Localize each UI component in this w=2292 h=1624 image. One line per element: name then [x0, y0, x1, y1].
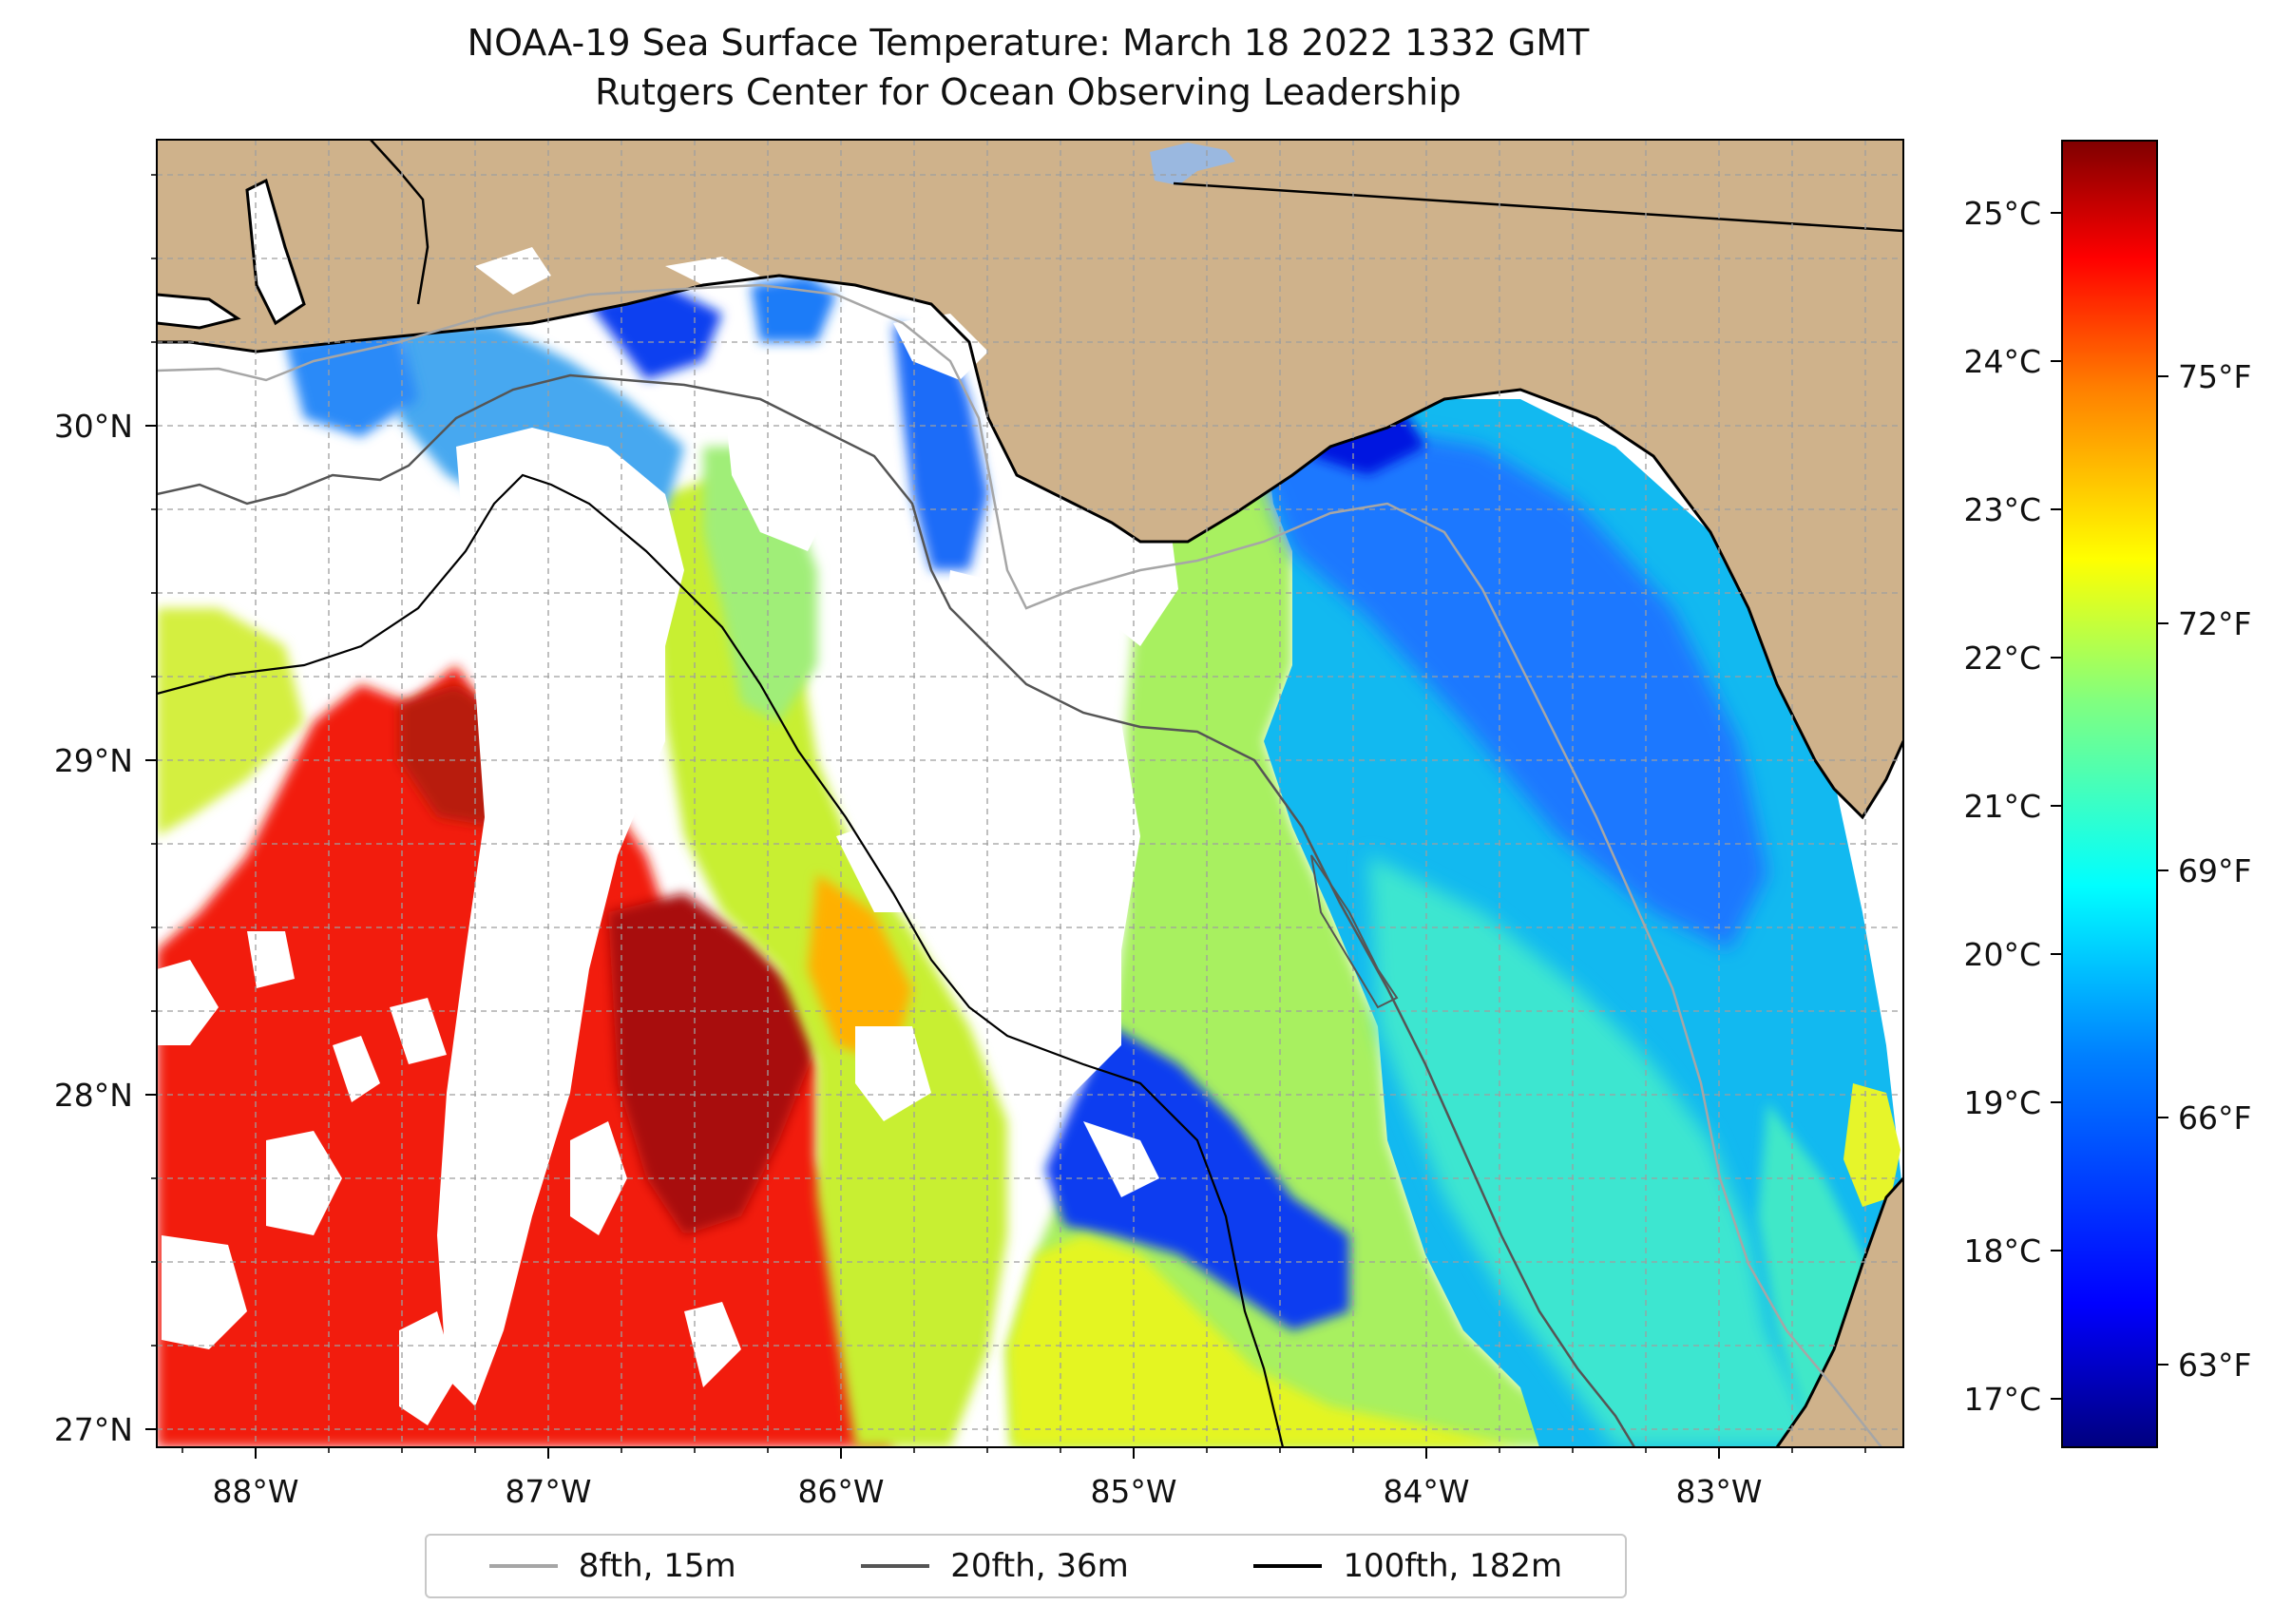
lat-label-28n: 28°N — [54, 1077, 133, 1114]
legend-swatch-20fth — [861, 1564, 930, 1568]
chart-subtitle: Rutgers Center for Ocean Observing Leade… — [595, 71, 1461, 113]
colorbar-label-72f: 72°F — [2178, 605, 2251, 642]
legend-swatch-8fth — [488, 1564, 558, 1568]
map-frame — [156, 139, 1904, 1448]
coastal-lagoon — [157, 295, 238, 328]
colorbar — [2061, 140, 2158, 1448]
missing-data-patches — [157, 361, 1178, 1425]
legend-label-100fth: 100fth, 182m — [1343, 1547, 1563, 1585]
legend-swatch-100fth — [1253, 1564, 1323, 1568]
lat-label-27n: 27°N — [54, 1411, 133, 1448]
colorbar-label-66f: 66°F — [2178, 1099, 2251, 1137]
lat-label-30n: 30°N — [54, 408, 133, 445]
colorbar-label-63f: 63°F — [2178, 1347, 2251, 1384]
colorbar-label-20c: 20°C — [1963, 936, 2041, 973]
colorbar-label-75f: 75°F — [2178, 358, 2251, 395]
lat-tick-marks — [145, 425, 157, 1430]
lat-label-29n: 29°N — [54, 742, 133, 779]
colorbar-celsius-ticks — [2051, 212, 2062, 1400]
legend-label-20fth: 20fth, 36m — [950, 1547, 1129, 1585]
lon-label-87w: 87°W — [505, 1473, 591, 1510]
colorbar-label-25c: 25°C — [1963, 195, 2041, 232]
contour-20fth-shoal — [1310, 854, 1399, 1009]
legend-item-100fth: 100fth, 182m — [1253, 1547, 1562, 1585]
map-gridlines — [157, 140, 1903, 1447]
lon-tick-marks — [255, 1447, 1720, 1459]
colorbar-label-24c: 24°C — [1963, 343, 2041, 380]
contour-20fth-36m — [157, 373, 1636, 1447]
mobile-bay — [247, 181, 304, 323]
chart-title: NOAA-19 Sea Surface Temperature: March 1… — [467, 22, 1590, 64]
colorbar-label-22c: 22°C — [1963, 640, 2041, 677]
colorbar-label-17c: 17°C — [1963, 1381, 2041, 1418]
bay-pensacola — [475, 247, 551, 295]
lon-label-85w: 85°W — [1090, 1473, 1176, 1510]
land-mass-southeast — [1777, 1178, 1903, 1447]
lon-label-86w: 86°W — [797, 1473, 884, 1510]
colorbar-label-21c: 21°C — [1963, 788, 2041, 825]
contour-legend: 8fth, 15m 20fth, 36m 100fth, 182m — [425, 1534, 1627, 1598]
colorbar-label-69f: 69°F — [2178, 852, 2251, 889]
bay-st-andrews — [893, 314, 988, 380]
contour-100fth-182m — [157, 473, 1285, 1447]
legend-item-20fth: 20fth, 36m — [861, 1547, 1129, 1585]
colorbar-fahrenheit-ticks — [2157, 375, 2168, 1366]
colorbar-label-19c: 19°C — [1963, 1084, 2041, 1121]
coastline-southeast — [1775, 1176, 1903, 1447]
legend-item-8fth: 8fth, 15m — [488, 1547, 736, 1585]
lon-minor-tick-marks — [181, 1447, 1866, 1453]
land-mass — [157, 140, 1903, 817]
colorbar-label-23c: 23°C — [1963, 491, 2041, 528]
lon-label-83w: 83°W — [1675, 1473, 1762, 1510]
lon-label-84w: 84°W — [1383, 1473, 1469, 1510]
colorbar-label-18c: 18°C — [1963, 1232, 2041, 1270]
state-boundary-al-fl — [370, 140, 430, 305]
coastline — [157, 274, 1903, 820]
state-boundary-ga-fl — [1173, 182, 1903, 233]
contour-8fth-15m — [157, 283, 1882, 1447]
lat-minor-tick-marks — [151, 174, 157, 1347]
lon-label-88w: 88°W — [212, 1473, 298, 1510]
legend-label-8fth: 8fth, 15m — [578, 1547, 736, 1585]
